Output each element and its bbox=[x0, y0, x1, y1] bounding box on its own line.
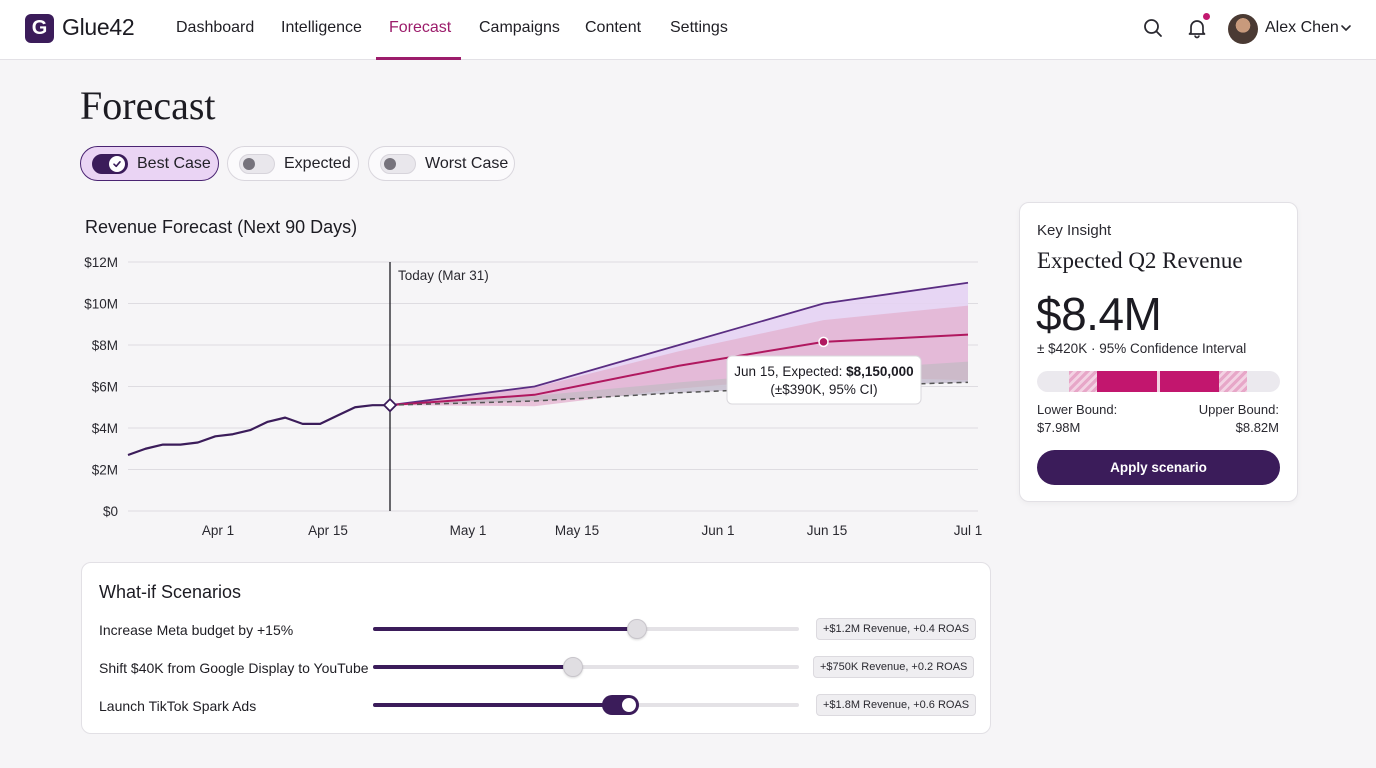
worst-case-line bbox=[389, 381, 969, 406]
tiktok-toggle[interactable] bbox=[601, 695, 639, 715]
impact-badge: +$1.2M Revenue, +0.4 ROAS bbox=[816, 618, 977, 640]
key-insight-card: Key Insight Expected Q2 Revenue $8.4M ± … bbox=[1019, 202, 1298, 502]
ci-lower-band bbox=[1069, 371, 1097, 392]
user-name[interactable]: Alex Chen bbox=[1265, 19, 1339, 36]
search-icon[interactable] bbox=[1142, 17, 1164, 39]
slider-fill bbox=[373, 703, 621, 707]
ci-expected-marker bbox=[1157, 371, 1160, 392]
card-eyebrow: Key Insight bbox=[1037, 222, 1112, 239]
lower-bound: Lower Bound: $7.98M bbox=[1037, 401, 1117, 437]
x-tick-label: May 15 bbox=[555, 523, 599, 538]
scenario-label: Increase Meta budget by +15% bbox=[99, 622, 294, 638]
historical-line bbox=[127, 404, 390, 457]
best-case-line bbox=[389, 281, 969, 407]
x-tick-label: Jul 1 bbox=[954, 523, 983, 538]
switch[interactable] bbox=[239, 153, 275, 174]
nav-settings[interactable]: Settings bbox=[670, 19, 728, 36]
slider-fill bbox=[373, 627, 638, 631]
y-tick-label: $6M bbox=[92, 380, 118, 395]
tooltip-point bbox=[818, 336, 829, 348]
lower-bound-value: $7.98M bbox=[1037, 420, 1081, 435]
what-if-panel: What-if Scenarios Increase Meta budget b… bbox=[81, 562, 991, 734]
y-tick-label: $4M bbox=[92, 421, 118, 436]
tooltip-value: $8,150,000 bbox=[846, 364, 914, 379]
toggle-worst-case[interactable]: Worst Case bbox=[368, 146, 515, 181]
meta-budget-slider[interactable] bbox=[373, 627, 799, 631]
y-tick-label: $8M bbox=[92, 338, 118, 353]
scenario-label: Shift $40K from Google Display to YouTub… bbox=[99, 660, 369, 676]
apply-scenario-button[interactable]: Apply scenario bbox=[1037, 450, 1280, 485]
expected-ci-band bbox=[390, 305, 968, 407]
nav-intelligence[interactable]: Intelligence bbox=[281, 19, 362, 36]
avatar[interactable] bbox=[1228, 14, 1258, 44]
y-tick-label: $12M bbox=[84, 255, 118, 270]
slider-thumb[interactable] bbox=[563, 657, 584, 677]
logo-icon[interactable]: G bbox=[25, 14, 54, 43]
chart-title: Revenue Forecast (Next 90 Days) bbox=[85, 217, 358, 237]
impact-badge: +$750K Revenue, +0.2 ROAS bbox=[813, 656, 975, 678]
switch[interactable] bbox=[92, 153, 128, 174]
page-title: Forecast bbox=[80, 83, 216, 128]
toggle-label: Expected bbox=[284, 154, 351, 172]
upper-bound-label: Upper Bound: bbox=[1198, 402, 1279, 417]
check-icon bbox=[113, 160, 121, 167]
slider-thumb[interactable] bbox=[627, 619, 648, 639]
expected-revenue-value: $8.4M bbox=[1036, 288, 1162, 340]
y-tick-label: $2M bbox=[92, 463, 118, 478]
active-tab-indicator bbox=[376, 57, 461, 60]
nav-content[interactable]: Content bbox=[585, 19, 642, 36]
x-tick-label: May 1 bbox=[450, 523, 487, 538]
toggle-best-case[interactable]: Best Case bbox=[80, 146, 219, 181]
today-marker-label: Today (Mar 31) bbox=[398, 268, 489, 283]
top-nav: G Glue42 Dashboard Intelligence Forecast… bbox=[0, 0, 1376, 60]
expected-line bbox=[389, 333, 969, 407]
nav-forecast[interactable]: Forecast bbox=[389, 19, 452, 36]
tooltip-ci: (±$390K, 95% CI) bbox=[770, 382, 877, 397]
notification-dot bbox=[1203, 13, 1210, 20]
brand-name[interactable]: Glue42 bbox=[62, 14, 135, 40]
lower-bound-label: Lower Bound: bbox=[1037, 402, 1118, 417]
ci-core-band bbox=[1160, 371, 1219, 392]
confidence-interval-bar bbox=[1037, 371, 1280, 392]
y-tick-label: $10M bbox=[84, 297, 118, 312]
revenue-forecast-chart[interactable]: $12M $10M $8M $6M $4M $2M $0 Apr 1 Apr 15 May 1 Ma… bbox=[0, 0, 1000, 560]
today-point bbox=[382, 397, 398, 413]
card-heading: Expected Q2 Revenue bbox=[1037, 248, 1243, 273]
chevron-down-icon[interactable] bbox=[1340, 22, 1352, 34]
toggle-label: Worst Case bbox=[425, 154, 509, 172]
scenario-label: Launch TikTok Spark Ads bbox=[99, 698, 257, 714]
x-tick-label: Jun 1 bbox=[701, 523, 734, 538]
what-if-title: What-if Scenarios bbox=[99, 582, 242, 602]
bell-icon[interactable] bbox=[1186, 17, 1208, 39]
nav-dashboard[interactable]: Dashboard bbox=[176, 19, 255, 36]
google-to-youtube-slider[interactable] bbox=[373, 665, 799, 669]
confidence-interval-text: ± $420K · 95% Confidence Interval bbox=[1037, 341, 1247, 356]
ci-core-band bbox=[1097, 371, 1157, 392]
slider-fill bbox=[373, 665, 574, 669]
impact-badge: +$1.8M Revenue, +0.6 ROAS bbox=[816, 694, 977, 716]
y-tick-label: $0 bbox=[103, 504, 118, 519]
upper-bound-value: $8.82M bbox=[1235, 420, 1279, 435]
upper-bound: Upper Bound: $8.82M bbox=[1199, 401, 1279, 437]
toggle-expected[interactable]: Expected bbox=[227, 146, 359, 181]
tiktok-spark-slider[interactable] bbox=[373, 703, 799, 707]
nav-campaigns[interactable]: Campaigns bbox=[479, 19, 560, 36]
x-tick-label: Apr 15 bbox=[308, 523, 348, 538]
ci-upper-band bbox=[1219, 371, 1247, 392]
switch[interactable] bbox=[380, 153, 416, 174]
toggle-label: Best Case bbox=[137, 154, 211, 172]
x-tick-label: Jun 15 bbox=[807, 523, 848, 538]
tooltip-title: Jun 15, Expected: $8,150,000 bbox=[734, 364, 913, 379]
tooltip-box bbox=[726, 355, 922, 405]
x-tick-label: Apr 1 bbox=[202, 523, 234, 538]
tooltip-prefix: Jun 15, Expected: bbox=[734, 364, 846, 379]
